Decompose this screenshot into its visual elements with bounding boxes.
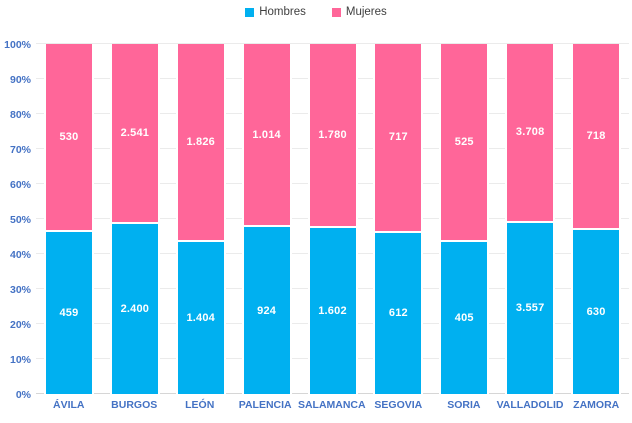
y-tick-0%: 0% (15, 388, 31, 401)
stacked-bar: 717 612 (373, 44, 424, 394)
bar-segment-hombres: 630 (571, 230, 622, 394)
x-axis-labels: ÁVILA BURGOS LEÓN PALENCIA SALAMANCA SEGOVIA S… (36, 399, 629, 411)
bar-column-burgos: 2.541 2.400 (102, 44, 168, 394)
x-tick-salamanca: SALAMANCA (297, 399, 366, 411)
y-tick-90%: 90% (9, 73, 31, 86)
data-label-mujeres: 717 (388, 131, 408, 144)
bar-segment-mujeres: 530 (43, 44, 94, 232)
data-label-mujeres: 530 (59, 130, 79, 143)
data-label-mujeres: 1.826 (186, 135, 215, 148)
chart-legend: Hombres Mujeres (0, 6, 632, 18)
y-tick-100%: 100% (4, 38, 31, 51)
bar-segment-mujeres: 1.014 (241, 44, 292, 228)
x-tick-zamora: ZAMORA (573, 399, 620, 411)
bar-segment-hombres: 1.602 (307, 228, 358, 394)
stacked-bar: 2.541 2.400 (109, 44, 160, 394)
stacked-bar: 718 630 (571, 44, 622, 394)
bar-segment-hombres: 924 (241, 227, 292, 394)
y-tick-40%: 40% (9, 248, 31, 261)
bar-column-león: 1.826 1.404 (168, 44, 234, 394)
x-tick-palencia: PALENCIA (238, 399, 292, 411)
bar-column-segovia: 717 612 (365, 44, 431, 394)
data-label-hombres: 1.404 (186, 311, 215, 324)
bar-column-zamora: 718 630 (563, 44, 629, 394)
bar-segment-hombres: 1.404 (175, 241, 226, 394)
stacked-bar: 1.780 1.602 (307, 44, 358, 394)
bars-container: 530 459 2.541 2.400 1.826 1.404 1.014 924 1.780 1… (36, 44, 629, 394)
bar-segment-mujeres: 717 (373, 44, 424, 233)
bar-segment-hombres: 459 (43, 231, 94, 394)
x-tick-valladolid: VALLADOLID (496, 399, 564, 411)
data-label-hombres: 3.557 (515, 302, 545, 315)
bar-column-soria: 525 405 (431, 44, 497, 394)
legend-item-hombres: Hombres (245, 6, 306, 18)
y-tick-50%: 50% (9, 213, 31, 226)
x-tick-burgos: BURGOS (111, 399, 158, 411)
stacked-bar: 3.708 3.557 (505, 44, 556, 394)
legend-swatch-mujeres (331, 7, 341, 17)
y-tick-30%: 30% (9, 283, 31, 296)
stacked-bar: 525 405 (439, 44, 490, 394)
plot-area: 530 459 2.541 2.400 1.826 1.404 1.014 924 1.780 1… (36, 43, 629, 394)
data-label-hombres: 924 (257, 304, 277, 317)
gridline-100% (36, 43, 629, 44)
bar-column-valladolid: 3.708 3.557 (497, 44, 563, 394)
legend-swatch-hombres (245, 7, 255, 17)
data-label-mujeres: 3.708 (515, 126, 545, 139)
stacked-bar: 530 459 (43, 44, 94, 394)
data-label-mujeres: 2.541 (120, 126, 150, 139)
y-tick-60%: 60% (9, 178, 31, 191)
bar-segment-hombres: 405 (439, 241, 490, 394)
data-label-hombres: 459 (59, 306, 79, 319)
y-tick-10%: 10% (9, 353, 31, 366)
y-tick-20%: 20% (9, 318, 31, 331)
bar-segment-mujeres: 1.826 (175, 44, 226, 242)
x-tick-león: LEÓN (185, 399, 215, 411)
y-axis-labels: 0% 10% 20% 30% 40% 50% 60% 70% 80% 90% 100% (0, 39, 31, 401)
x-tick-ávila: ÁVILA (52, 399, 85, 411)
stacked-bar: 1.826 1.404 (175, 44, 226, 394)
data-label-mujeres: 1.780 (318, 129, 347, 142)
bar-column-palencia: 1.014 924 (234, 44, 300, 394)
data-label-hombres: 612 (388, 307, 408, 320)
bar-segment-mujeres: 1.780 (307, 44, 358, 229)
bar-column-ávila: 530 459 (36, 44, 102, 394)
bar-column-salamanca: 1.780 1.602 (300, 44, 366, 394)
bar-segment-mujeres: 3.708 (505, 44, 556, 223)
stacked-bar: 1.014 924 (241, 44, 292, 394)
bar-segment-hombres: 2.400 (109, 223, 160, 394)
y-tick-80%: 80% (9, 108, 31, 121)
data-label-hombres: 1.602 (318, 305, 347, 318)
bar-segment-hombres: 3.557 (505, 222, 556, 394)
data-label-hombres: 2.400 (120, 302, 150, 315)
data-label-mujeres: 1.014 (252, 128, 281, 141)
bar-segment-mujeres: 2.541 (109, 44, 160, 224)
data-label-hombres: 630 (586, 306, 606, 319)
data-label-mujeres: 718 (586, 130, 606, 143)
legend-label: Hombres (259, 6, 306, 18)
data-label-hombres: 405 (454, 311, 474, 324)
y-tick-70%: 70% (9, 143, 31, 156)
bar-segment-mujeres: 525 (439, 44, 490, 242)
legend-item-mujeres: Mujeres (331, 6, 387, 18)
x-tick-segovia: SEGOVIA (374, 399, 423, 411)
x-tick-soria: SORIA (447, 399, 481, 411)
legend-label: Mujeres (345, 6, 387, 18)
bar-segment-mujeres: 718 (571, 44, 622, 231)
bar-segment-hombres: 612 (373, 232, 424, 394)
data-label-mujeres: 525 (454, 135, 474, 148)
